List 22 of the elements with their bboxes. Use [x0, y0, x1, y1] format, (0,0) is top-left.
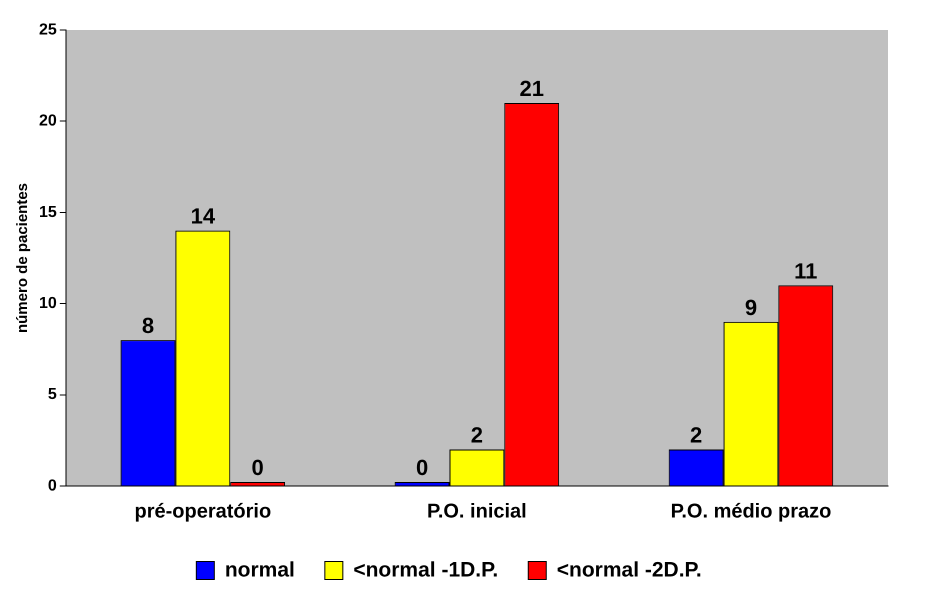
- data-label: 0: [416, 455, 428, 480]
- y-tick-label: 15: [39, 204, 57, 221]
- data-label: 11: [794, 258, 818, 284]
- data-label: 0: [252, 455, 264, 480]
- y-tick-label: 20: [39, 112, 57, 130]
- x-tick-label: P.O. médio prazo: [670, 500, 832, 523]
- x-tick-label: P.O. inicial: [427, 500, 527, 523]
- legend-label: <normal -1D.P.: [353, 558, 498, 582]
- data-label: 14: [190, 204, 216, 229]
- y-tick-label: 0: [48, 477, 57, 494]
- legend-label: normal: [224, 558, 295, 582]
- x-tick-label: pré-operatório: [134, 500, 272, 523]
- y-axis-title: número de pacientes: [14, 182, 32, 334]
- data-label: 2: [690, 422, 702, 448]
- data-label: 9: [744, 294, 758, 320]
- legend-label: <normal -2D.P.: [556, 558, 702, 582]
- y-tick-label: 10: [39, 295, 57, 312]
- y-tick-label: 5: [48, 386, 57, 404]
- y-tick-label: 25: [39, 21, 57, 38]
- data-label: 2: [470, 422, 484, 448]
- data-label: 8: [142, 313, 154, 338]
- data-label: 21: [519, 76, 544, 102]
